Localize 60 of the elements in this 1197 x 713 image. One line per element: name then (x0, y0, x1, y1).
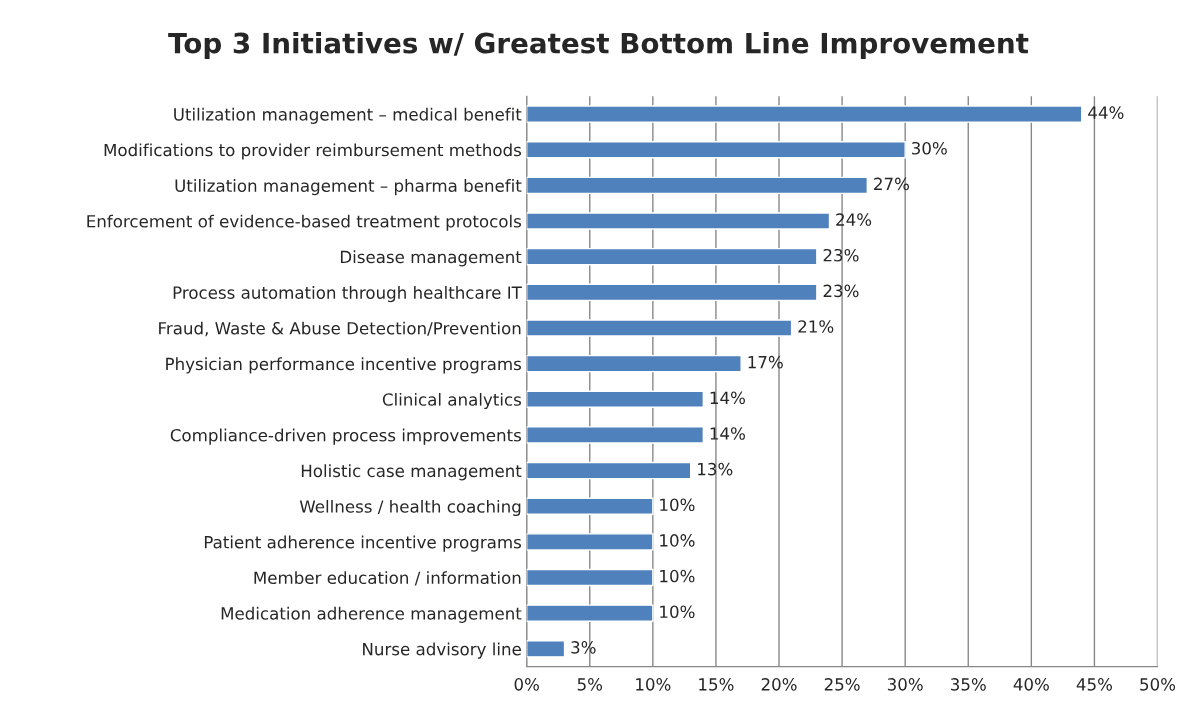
x-tick-label: 35% (951, 678, 986, 691)
bar (526, 533, 654, 551)
x-tick-label: 25% (824, 678, 860, 691)
x-tick-label: 20% (761, 678, 797, 691)
data-label: 23% (823, 284, 859, 298)
data-label: 30% (912, 141, 947, 155)
bar (526, 141, 906, 159)
x-tick-label: 30% (887, 678, 923, 691)
x-tick-label: 0% (514, 678, 539, 691)
y-tick-label: Modifications to provider reimbursement methods (104, 143, 522, 160)
bar (526, 176, 869, 195)
x-tick-label: 15% (699, 678, 734, 691)
x-tick-label: 40% (1013, 678, 1049, 691)
x-tick-label: 5% (577, 678, 603, 691)
bar (526, 461, 692, 480)
y-tick-label: Wellness / health coaching (299, 499, 521, 517)
data-label: 10% (660, 605, 695, 619)
bar (526, 212, 831, 230)
y-tick-label: Utilization management – medical benefit (174, 107, 522, 124)
y-tick-label: Fraud, Waste & Abuse Detection/Prevention (159, 321, 521, 337)
y-tick-label: Patient adherence incentive programs (204, 535, 521, 552)
data-label: 44% (1088, 106, 1124, 119)
y-tick-label: Holistic case management (301, 464, 522, 481)
bar (526, 604, 654, 622)
bar (526, 568, 654, 587)
bar (526, 354, 742, 373)
data-label: 13% (698, 462, 733, 476)
bar (526, 105, 1083, 123)
data-label: 17% (748, 355, 783, 369)
data-label: 10% (660, 498, 695, 512)
data-label: 27% (874, 177, 909, 191)
data-label: 21% (798, 320, 834, 333)
bar (526, 640, 566, 658)
data-label: 14% (710, 391, 745, 405)
data-label: 24% (836, 213, 872, 226)
x-tick-label: 45% (1076, 678, 1113, 691)
y-tick-label: Clinical analytics (382, 392, 522, 410)
y-tick-label: Process automation through healthcare IT (173, 286, 522, 303)
data-label: 23% (823, 248, 859, 262)
bar (526, 497, 654, 515)
y-tick-label: Compliance-driven process improvements (170, 428, 521, 445)
y-tick-label: Enforcement of evidence-based treatment protocols (87, 214, 521, 231)
bar (526, 390, 705, 408)
bar (526, 247, 818, 266)
chart-title: Top 3 Initiatives w/ Greatest Bottom Line Improvement (168, 32, 1029, 59)
bar (526, 319, 793, 337)
y-tick-label: Physician performance incentive programs (166, 357, 522, 374)
data-label: 3% (571, 641, 596, 654)
x-tick-label: 50% (1140, 678, 1176, 691)
y-tick-label: Utilization management – pharma benefit (175, 179, 522, 196)
x-tick-label: 10% (636, 678, 671, 691)
y-tick-label: Disease management (340, 250, 522, 267)
y-tick-label: Medication adherence management (221, 606, 522, 623)
data-label: 10% (660, 569, 695, 583)
y-tick-label: Nurse advisory line (363, 642, 521, 659)
y-tick-label: Member education / information (254, 571, 521, 586)
bar (526, 426, 705, 444)
data-label: 10% (660, 534, 695, 547)
data-label: 14% (710, 427, 745, 440)
bar (526, 283, 818, 302)
